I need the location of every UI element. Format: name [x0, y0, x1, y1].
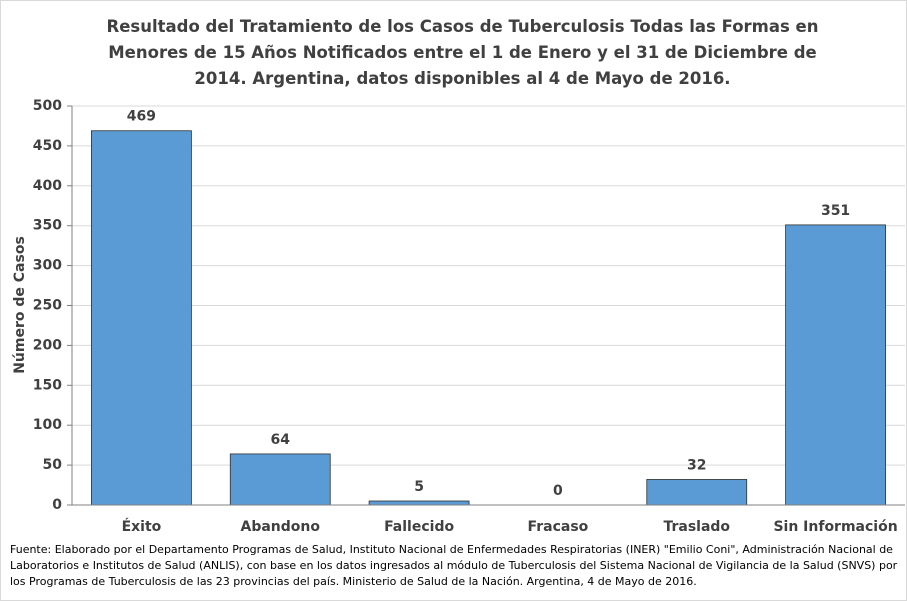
y-axis-label: Número de Casos [12, 236, 28, 374]
data-label: 5 [414, 479, 424, 495]
data-label: 32 [687, 457, 706, 473]
source-note: Fuente: Elaborado por el Departamento Pr… [10, 543, 898, 588]
y-tick-label: 100 [33, 417, 62, 433]
bar [785, 224, 886, 506]
data-label: 351 [821, 203, 850, 219]
x-tick-label: Traslado [663, 519, 730, 535]
y-tick-label: 250 [33, 298, 62, 314]
y-tick-label: 0 [52, 497, 62, 513]
x-tick-label: Fracaso [528, 519, 589, 535]
bar [368, 500, 470, 506]
y-tick-label: 150 [33, 377, 62, 393]
data-label: 64 [271, 432, 291, 448]
y-tick-label: 450 [33, 138, 62, 154]
data-label: 469 [127, 109, 156, 125]
x-tick-label: Abandono [241, 519, 321, 535]
x-tick-label: Éxito [122, 518, 162, 535]
x-tick-label: Sin Información [773, 519, 897, 535]
y-tick-label: 350 [33, 218, 62, 234]
data-label: 0 [553, 483, 563, 499]
bar [91, 130, 192, 506]
y-tick-label: 50 [43, 457, 63, 473]
x-tick-label: Fallecido [384, 519, 454, 535]
y-tick-label: 300 [33, 258, 62, 274]
chart-title: Resultado del Tratamiento de los Casos d… [106, 17, 819, 88]
bar [229, 453, 331, 506]
y-tick-label: 200 [33, 337, 62, 353]
y-tick-label: 500 [33, 98, 62, 114]
y-tick-label: 400 [33, 178, 62, 194]
bar [646, 479, 748, 506]
